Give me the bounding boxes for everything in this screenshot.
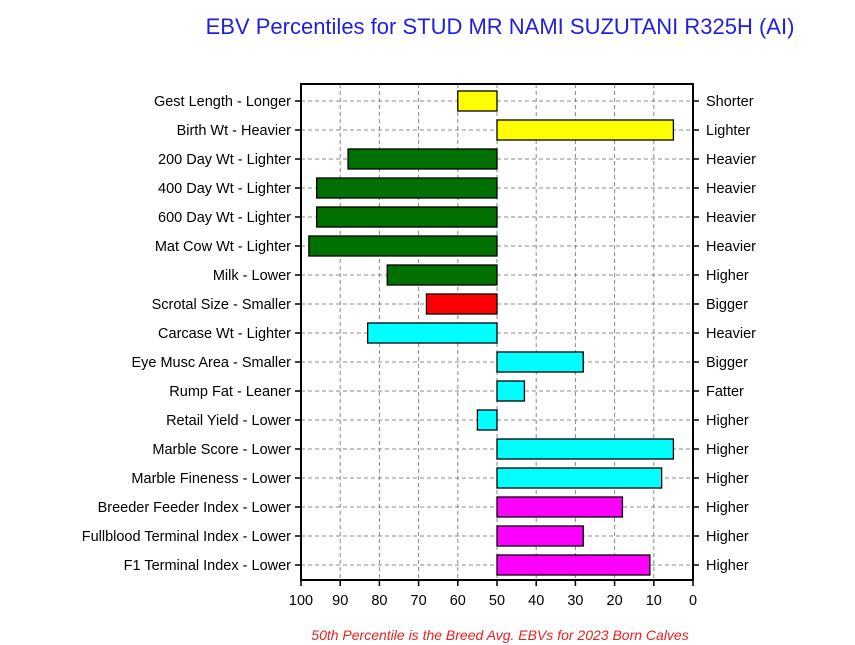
chart-title: EBV Percentiles for STUD MR NAMI SUZUTAN… (206, 14, 795, 39)
chart-footnote: 50th Percentile is the Breed Avg. EBVs f… (311, 627, 688, 643)
bar-4 (316, 206, 498, 228)
bar-5 (308, 235, 498, 257)
trait-label-left: Mat Cow Wt - Lighter (155, 239, 291, 255)
trait-label-right: Higher (706, 268, 749, 284)
trait-label-right: Higher (706, 442, 749, 458)
bars (308, 90, 675, 576)
trait-label-left: Breeder Feeder Index - Lower (98, 500, 292, 516)
x-tick-label: 70 (411, 593, 427, 609)
trait-label-left: Scrotal Size - Smaller (152, 297, 292, 313)
bar-11 (476, 409, 498, 431)
bar-6 (386, 264, 498, 286)
trait-label-right: Lighter (706, 123, 751, 139)
x-axis-ticks: 100 90 80 70 60 50 40 30 20 10 0 (289, 580, 697, 609)
bar-1 (496, 119, 675, 141)
trait-label-right: Bigger (706, 355, 748, 371)
trait-label-left: Gest Length - Longer (154, 94, 291, 110)
trait-label-left: Retail Yield - Lower (166, 413, 291, 429)
trait-label-left: Fullblood Terminal Index - Lower (82, 529, 291, 545)
trait-label-left: Birth Wt - Heavier (177, 123, 292, 139)
trait-label-right: Higher (706, 471, 749, 487)
trait-label-left: Milk - Lower (213, 268, 291, 284)
trait-label-left: 600 Day Wt - Lighter (158, 210, 291, 226)
trait-label-left: Rump Fat - Leaner (169, 384, 291, 400)
trait-label-right: Heavier (706, 181, 756, 197)
x-tick-label: 60 (450, 593, 466, 609)
trait-label-right: Heavier (706, 326, 756, 342)
trait-label-right: Higher (706, 413, 749, 429)
trait-label-left: F1 Terminal Index - Lower (124, 558, 292, 574)
bar-13 (496, 467, 663, 489)
x-tick-label: 80 (371, 593, 387, 609)
bar-9 (496, 351, 584, 373)
trait-label-right: Heavier (706, 152, 756, 168)
x-tick-label: 30 (567, 593, 583, 609)
trait-label-right: Higher (706, 500, 749, 516)
bar-12 (496, 438, 675, 460)
bar-3 (316, 177, 498, 199)
bar-16 (496, 554, 651, 576)
bar-14 (496, 496, 624, 518)
x-tick-label: 100 (289, 593, 313, 609)
bar-8 (366, 322, 498, 344)
bar-7 (425, 293, 498, 315)
trait-label-left: 200 Day Wt - Lighter (158, 152, 291, 168)
trait-label-left: Eye Musc Area - Smaller (131, 355, 291, 371)
trait-label-right: Heavier (706, 210, 756, 226)
x-tick-label: 50 (489, 593, 505, 609)
x-tick-label: 40 (528, 593, 544, 609)
trait-labels: Gest Length - Longer Shorter Birth Wt - He… (82, 94, 756, 574)
trait-label-left: Marble Fineness - Lower (131, 471, 291, 487)
trait-label-right: Higher (706, 529, 749, 545)
trait-label-right: Fatter (706, 384, 744, 400)
x-tick-label: 90 (332, 593, 348, 609)
bar-2 (347, 148, 498, 170)
trait-label-right: Bigger (706, 297, 748, 313)
trait-label-right: Higher (706, 558, 749, 574)
bar-0 (457, 90, 498, 112)
trait-label-left: 400 Day Wt - Lighter (158, 181, 291, 197)
trait-label-left: Carcase Wt - Lighter (158, 326, 291, 342)
x-tick-label: 0 (689, 593, 697, 609)
bar-15 (496, 525, 584, 547)
trait-label-right: Shorter (706, 94, 754, 110)
x-tick-label: 10 (646, 593, 662, 609)
trait-label-left: Marble Score - Lower (152, 442, 291, 458)
bar-10 (496, 380, 526, 402)
x-tick-label: 20 (607, 593, 623, 609)
trait-label-right: Heavier (706, 239, 756, 255)
